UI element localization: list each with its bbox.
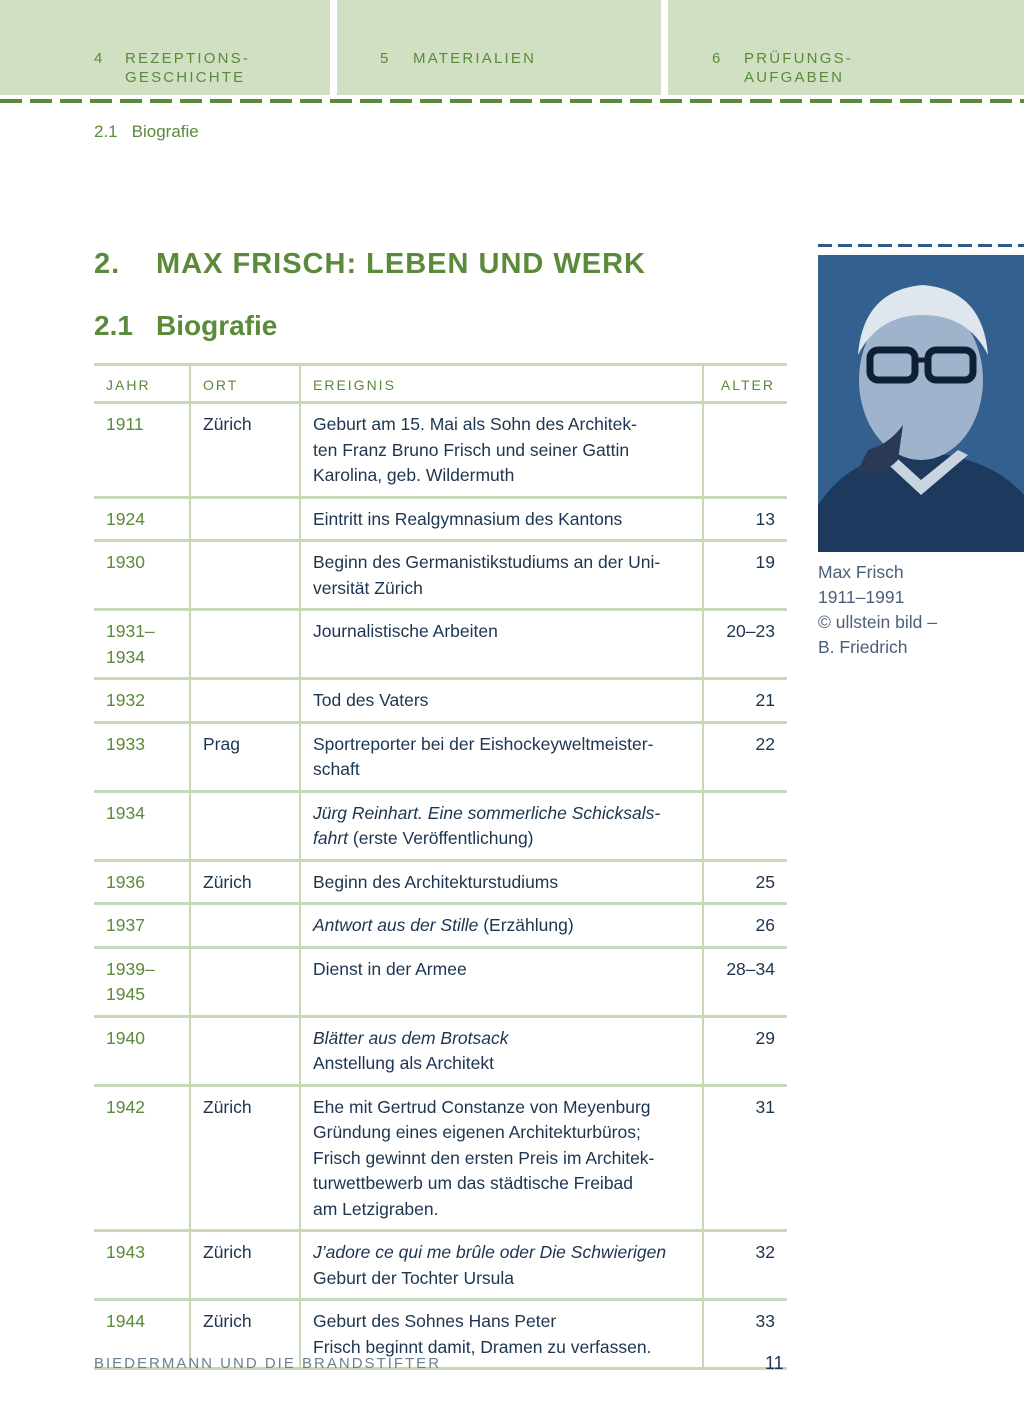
cell-ereignis: Sportreporter bei der Eishockeyweltmeist… [299,722,703,793]
cell-ereignis: Jürg Reinhart. Eine sommerliche Schicksa… [299,791,703,862]
cell-ereignis: Antwort aus der Stille (Erzählung) [299,903,703,949]
table-row: 1911 Zürich Geburt am 15. Mai als Sohn des… [94,402,787,499]
page-number: 11 [765,1353,784,1373]
cell-alter [702,402,787,499]
cell-ereignis: Beginn des Architekturstudiums [299,860,703,905]
breadcrumb: 2.1 Biografie [94,122,199,141]
cell-ort: Zürich [189,860,300,905]
cell-ort [189,947,300,1018]
biography-table: JAHR ORT EREIGNIS ALTER 1911 Zürich Geburt… [94,363,787,1370]
cell-ort: Zürich [189,402,300,499]
cell-alter: 22 [702,722,787,793]
table-row: 1931– 1934 Journalistische Arbeiten 20–23 [94,609,787,680]
table-row: 1939– 1945 Dienst in der Armee 28–34 [94,947,787,1018]
col-header-jahr: JAHR [94,363,190,404]
cell-jahr: 1934 [94,791,190,862]
section-title: 2.1 Biografie [94,310,278,341]
cell-alter: 20–23 [702,609,787,680]
cell-ereignis: Dienst in der Armee [299,947,703,1018]
cell-jahr: 1930 [94,540,190,611]
cell-alter: 32 [702,1230,787,1301]
cell-ereignis: Journalistische Arbeiten [299,609,703,680]
table-row: 1944 Zürich Geburt des Sohnes Hans Peter Fr… [94,1299,787,1370]
table-row: 1924 Eintritt ins Realgymnasium des Kanto… [94,497,787,542]
cell-alter: 21 [702,678,787,724]
cell-jahr: 1911 [94,402,190,499]
cell-ort [189,903,300,949]
cell-ereignis: Tod des Vaters [299,678,703,724]
portrait-photo [818,255,1024,552]
cell-ort [189,678,300,724]
cell-alter: 31 [702,1085,787,1232]
cell-ort [189,497,300,542]
cell-alter [702,791,787,862]
cell-ort [189,1016,300,1087]
nav-tab-pruefungsaufgaben[interactable]: 6 PRÜFUNGS- AUFGABEN [668,0,1024,95]
cell-alter: 33 [702,1299,787,1370]
cell-jahr: 1933 [94,722,190,793]
cell-ort: Prag [189,722,300,793]
cell-jahr: 1940 [94,1016,190,1087]
table-row: 1940 Blätter aus dem Brotsack Anstellung a… [94,1016,787,1087]
cell-jahr: 1924 [94,497,190,542]
cell-alter: 19 [702,540,787,611]
table-row: 1932 Tod des Vaters 21 [94,678,787,724]
col-header-ort: ORT [189,363,300,404]
tab-label: MATERIALIEN [413,50,537,67]
cell-jahr: 1939– 1945 [94,947,190,1018]
header-divider [0,99,1024,103]
cell-ereignis: Ehe mit Gertrud Constanze von Meyenburg G… [299,1085,703,1232]
table-row: 1943 Zürich J’adore ce qui me brûle oder D… [94,1230,787,1301]
cell-ort: Zürich [189,1230,300,1301]
cell-jahr: 1942 [94,1085,190,1232]
cell-ort [189,609,300,680]
cell-jahr: 1936 [94,860,190,905]
tab-number: 6 [712,50,723,67]
photo-divider [818,244,1024,247]
cell-ort: Zürich [189,1085,300,1232]
cell-ereignis: J’adore ce qui me brûle oder Die Schwier… [299,1230,703,1301]
cell-ort [189,791,300,862]
cell-ereignis: Blätter aus dem Brotsack Anstellung als A… [299,1016,703,1087]
cell-jahr: 1943 [94,1230,190,1301]
cell-ereignis: Geburt des Sohnes Hans Peter Frisch begin… [299,1299,703,1370]
table-row: 1934 Jürg Reinhart. Eine sommerliche Schi… [94,791,787,862]
tab-label: REZEPTIONS- GESCHICHTE [125,50,251,86]
table-row: 1933 Prag Sportreporter bei der Eishockeyw… [94,722,787,793]
table-row: 1936 Zürich Beginn des Architekturstudiums… [94,860,787,905]
cell-alter: 25 [702,860,787,905]
cell-ereignis: Beginn des Germanistikstudiums an der Un… [299,540,703,611]
book-title: BIEDERMANN UND DIE BRANDSTIFTER [94,1355,442,1372]
cell-alter: 28–34 [702,947,787,1018]
nav-tab-materialien[interactable]: 5 MATERIALIEN [337,0,661,95]
cell-jahr: 1931– 1934 [94,609,190,680]
photo-caption: Max Frisch 1911–1991 © ullstein bild – B. F… [818,562,937,657]
tab-label: PRÜFUNGS- AUFGABEN [744,50,853,86]
col-header-ereignis: EREIGNIS [299,363,703,404]
cell-alter: 26 [702,903,787,949]
cell-jahr: 1944 [94,1299,190,1370]
table-row: 1937 Antwort aus der Stille (Erzählung) 26 [94,903,787,949]
tab-number: 4 [94,50,105,67]
cell-ereignis: Eintritt ins Realgymnasium des Kantons [299,497,703,542]
col-header-alter: ALTER [702,363,787,404]
table-row: 1942 Zürich Ehe mit Gertrud Constanze von … [94,1085,787,1232]
cell-alter: 29 [702,1016,787,1087]
cell-ort: Zürich [189,1299,300,1370]
table-row: 1930 Beginn des Germanistikstudiums an de… [94,540,787,611]
chapter-title: 2. MAX FRISCH: LEBEN UND WERK [94,248,646,280]
nav-tab-rezeptionsgeschichte[interactable]: 4 REZEPTIONS- GESCHICHTE [0,0,330,95]
cell-alter: 13 [702,497,787,542]
cell-ort [189,540,300,611]
cell-ereignis: Geburt am 15. Mai als Sohn des Architek-… [299,402,703,499]
cell-jahr: 1937 [94,903,190,949]
tab-number: 5 [380,50,391,67]
cell-jahr: 1932 [94,678,190,724]
